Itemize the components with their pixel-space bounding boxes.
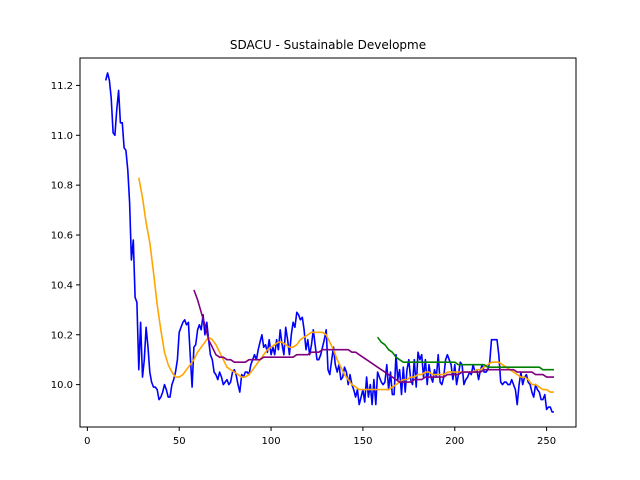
x-axis: 0 50 100 150 200 250: [84, 427, 556, 447]
chart-title: SDACU - Sustainable Developme: [230, 38, 426, 52]
plot-frame: [79, 57, 577, 428]
x-tick-label: 50: [173, 436, 186, 447]
x-tick-label: 100: [262, 436, 281, 447]
series-line-2: [193, 289, 554, 383]
x-tick-label: 250: [537, 436, 556, 447]
series-line-3: [376, 336, 554, 371]
y-tick-label: 11.2: [51, 81, 73, 92]
y-tick-label: 10.0: [51, 380, 73, 391]
y-tick-label: 10.4: [51, 280, 73, 291]
y-tick-label: 10.2: [51, 330, 73, 341]
x-tick-label: 0: [84, 436, 90, 447]
y-axis: 10.0 10.2 10.4 10.6 10.8 11.0 11.2: [51, 81, 80, 391]
series-layer: [104, 72, 554, 413]
series-line-0: [104, 72, 554, 413]
x-tick-label: 200: [445, 436, 464, 447]
y-tick-label: 10.6: [51, 231, 73, 242]
x-tick-label: 150: [353, 436, 372, 447]
y-tick-label: 11.0: [51, 131, 73, 142]
y-tick-label: 10.8: [51, 181, 73, 192]
